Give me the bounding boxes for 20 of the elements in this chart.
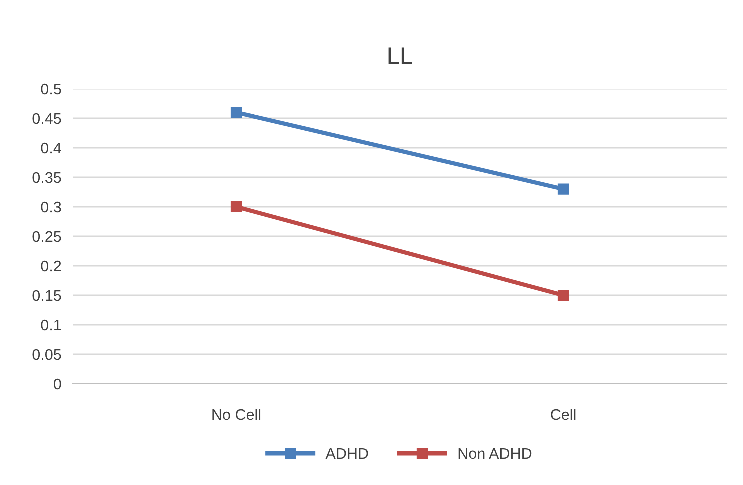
y-tick-label: 0.5 [41,84,62,95]
x-tick-label: No Cell [212,409,261,420]
legend-label: Non ADHD [458,448,532,460]
point [230,201,242,213]
legend-label: ADHD [326,448,368,459]
y-tick-label: 0.05 [32,349,62,360]
y-tick-label: 0.2 [41,260,62,272]
y-tick-label: 0.35 [32,172,62,184]
y-tick-label: 0.4 [41,142,62,154]
y-tick-label: 0.45 [32,113,62,124]
point [558,184,570,195]
y-tick-label: 0.15 [32,290,62,302]
y-tick-label: 0.25 [32,231,62,242]
point [230,107,242,118]
chart-title: LL [388,48,412,64]
y-tick-label: 0.3 [41,202,62,213]
y-tick-label: 0 [54,378,62,390]
y-tick-label: 0.1 [41,320,62,331]
point [558,290,570,302]
x-tick-label: Cell [551,409,576,420]
